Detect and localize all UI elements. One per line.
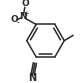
Text: -: - xyxy=(16,18,19,27)
Text: N: N xyxy=(28,73,36,83)
Text: +: + xyxy=(23,11,29,17)
Text: O: O xyxy=(21,0,29,8)
Text: N: N xyxy=(19,12,27,21)
Text: O: O xyxy=(10,15,18,24)
